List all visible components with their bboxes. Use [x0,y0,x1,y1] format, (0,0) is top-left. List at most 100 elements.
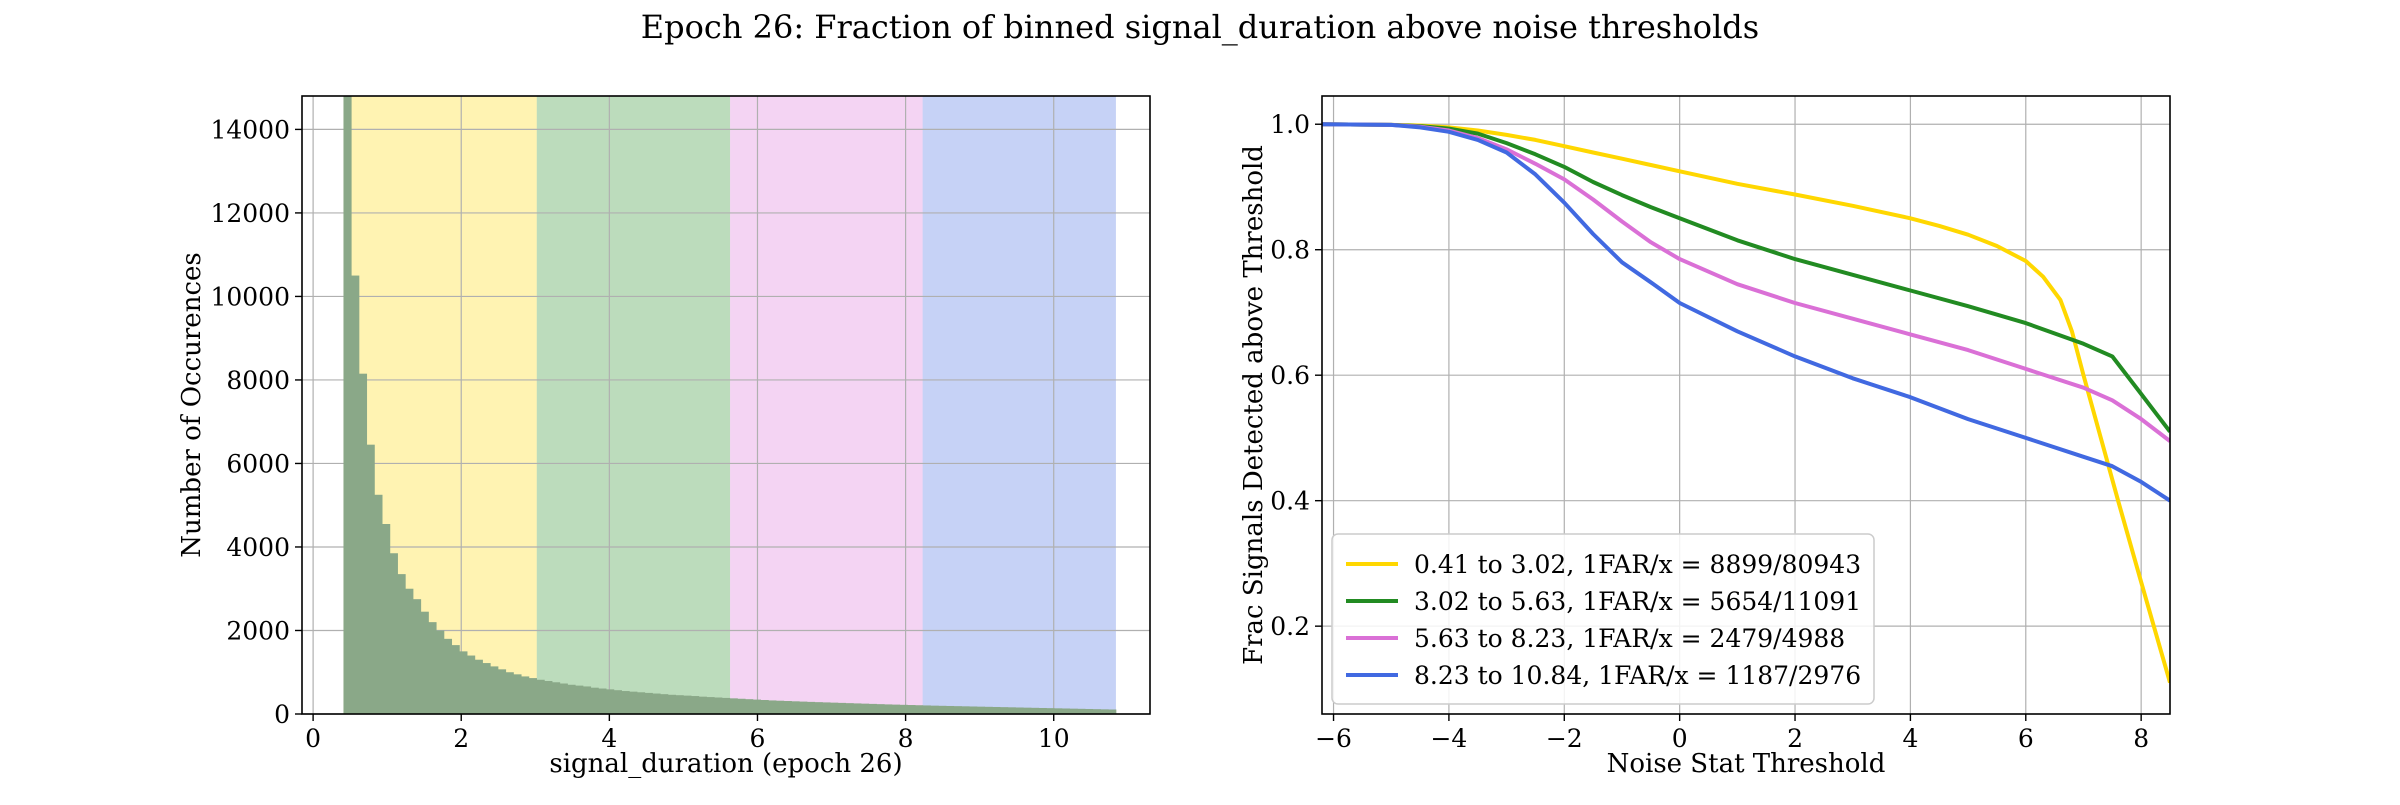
y-tick-label: 0.8 [1270,236,1310,265]
histogram-bar [637,692,646,714]
histogram-bar [745,699,754,714]
y-tick-label: 10000 [210,282,290,311]
histogram-bar [606,689,615,714]
histogram-bar [358,373,368,714]
histogram-bar [1046,708,1055,714]
series-line-1 [1322,122,2170,684]
histogram-panel: 0 2 4 6 8 10 0 2000 4000 6000 8000 10000 12000 14000… [177,95,1151,779]
histogram-bar [799,701,808,714]
x-tick-label: 6 [2018,724,2034,753]
y-tick-label: 2000 [226,616,290,645]
histogram-bar [351,275,360,714]
histogram-bar [621,691,630,714]
bin-region-2 [536,96,731,714]
histogram-bar [590,687,599,714]
histogram-bar [629,691,638,714]
histogram-bar [884,704,893,714]
histogram-bar [899,704,908,714]
histogram-bars [343,96,1117,714]
histogram-bar [976,706,986,714]
histogram-bar [861,703,870,714]
histogram-bar [768,700,777,714]
histogram-bar [922,705,931,714]
histogram-bar [729,698,738,714]
histogram-bar [1092,709,1101,714]
y-tick-label: 0.6 [1270,361,1310,390]
line-frame [1321,95,2171,715]
histogram-bar [459,651,468,714]
legend-entry: 5.63 to 8.23, 1FAR/x = 2479/4988 [1414,624,1845,653]
histogram-bar [389,553,398,714]
histogram-bar [1069,708,1078,714]
x-tick-label: 4 [601,724,617,753]
histogram-bar [1100,709,1109,714]
legend-entry: 3.02 to 5.63, 1FAR/x = 5654/11091 [1414,587,1861,616]
line-y-ticks: 0.2 0.4 0.6 0.8 1.0 [1270,110,1322,641]
series-line-4 [1322,122,2170,503]
line-series-group [1322,122,2170,684]
histogram-bar [397,574,406,714]
histogram-bar [536,679,545,714]
histogram-bar [868,703,877,714]
histogram-bar [528,678,537,714]
histogram-bar [984,706,993,714]
x-tick-label: 4 [1902,724,1918,753]
histogram-bar [1015,707,1024,714]
histogram-bar [559,683,568,714]
line-y-label: Frac Signals Detected above Threshold [1239,145,1269,665]
histogram-bar [374,494,383,714]
line-x-ticks: −6 −4 −2 0 2 4 6 8 [1315,714,2149,753]
histogram-bar [714,697,723,714]
x-tick-label: 0 [305,724,321,753]
histogram-bar [1061,708,1070,714]
x-tick-label: 2 [453,724,469,753]
histogram-frame [301,95,1151,715]
histogram-y-label: Number of Occurences [177,252,207,557]
histogram-bar [1054,708,1063,714]
histogram-bar [575,685,584,714]
histogram-bar [1077,708,1086,714]
histogram-bar [837,702,846,714]
bin-region-3 [730,96,923,714]
histogram-bar [783,701,792,714]
series-line-2 [1322,122,2170,433]
histogram-bar [505,672,514,714]
histogram-bar [613,690,622,714]
histogram-bar [567,684,576,714]
histogram-bar [343,96,352,714]
histogram-bar [822,702,831,714]
histogram-bar [1007,707,1016,714]
histogram-bar [412,599,422,714]
histogram-bar [521,676,530,714]
histogram-bar [366,444,375,714]
x-tick-label: 2 [1787,724,1803,753]
histogram-bar [1038,707,1047,714]
histogram-bar [474,659,483,714]
histogram-bar [1023,707,1032,714]
histogram-bar [1108,709,1117,714]
histogram-bar [915,705,924,714]
histogram-x-ticks: 0 2 4 6 8 10 [305,714,1070,753]
histogram-bar [760,700,769,714]
histogram-bar [969,706,978,714]
y-tick-label: 14000 [210,115,290,144]
histogram-bar [644,692,653,714]
histogram-bar [845,703,854,714]
x-tick-label: −4 [1430,724,1467,753]
histogram-bar [945,705,955,714]
histogram-bar [652,693,661,714]
histogram-bar [930,705,939,714]
histogram-bar [721,697,731,714]
histogram-bar [737,698,746,714]
histogram-bar [382,524,391,714]
histogram-bar [1085,708,1094,714]
y-tick-label: 0.4 [1270,487,1310,516]
histogram-bar [691,696,700,714]
legend-entry: 0.41 to 3.02, 1FAR/x = 8899/80943 [1414,550,1861,579]
histogram-bar [830,702,839,714]
histogram-bar [1030,707,1040,714]
line-x-label: Noise Stat Threshold [1607,749,1886,779]
legend-box [1331,533,1875,705]
histogram-bar [876,704,885,714]
